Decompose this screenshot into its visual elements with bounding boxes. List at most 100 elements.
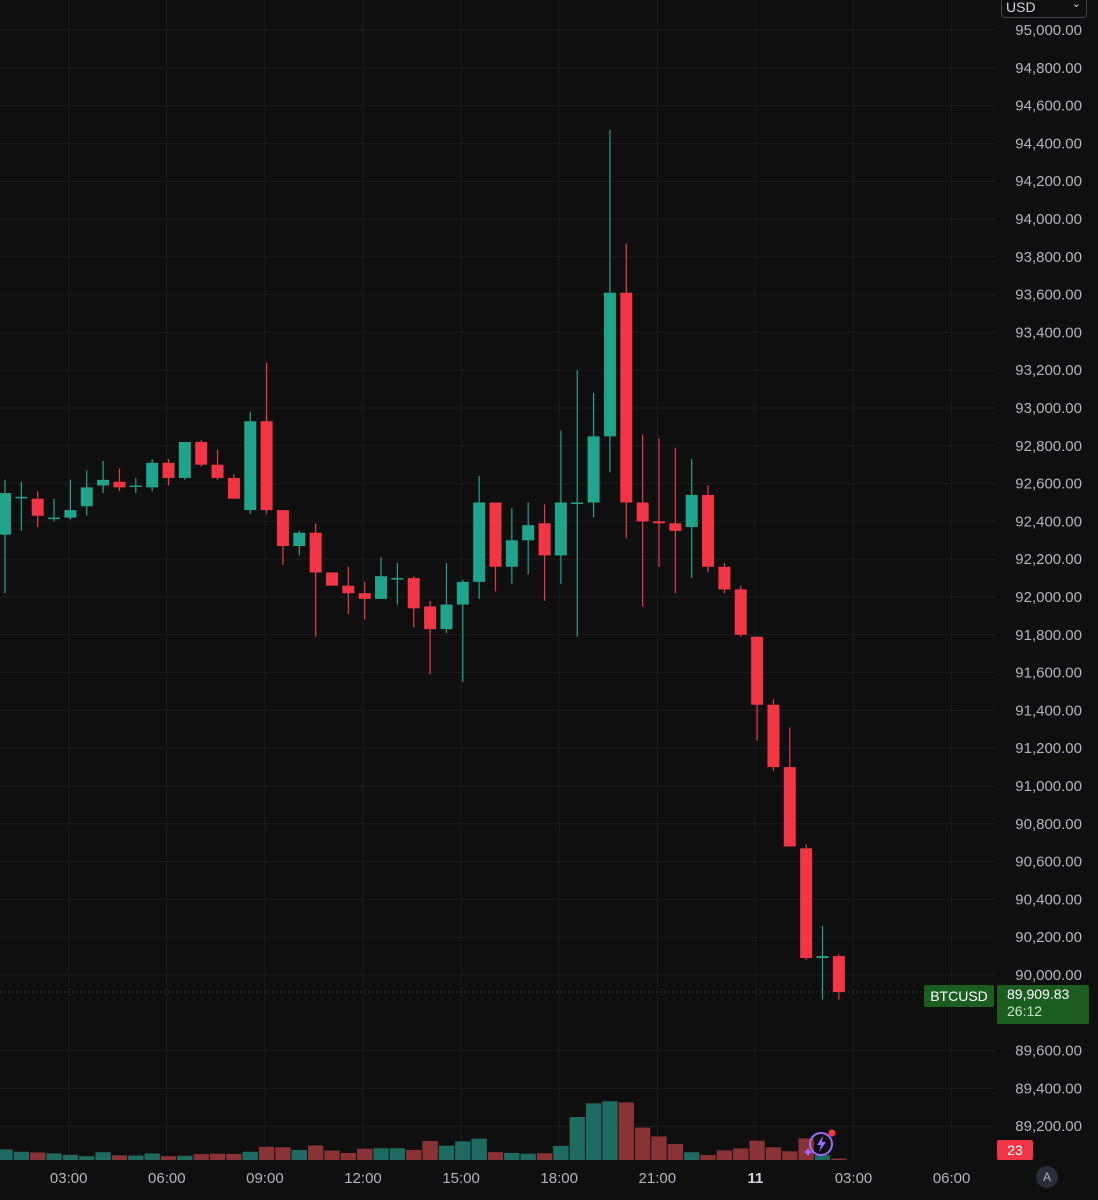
candle-body [375, 576, 388, 599]
candle-body [522, 525, 535, 541]
time-tick-label: 06:00 [933, 1170, 971, 1187]
time-tick-label: 03:00 [50, 1170, 88, 1187]
candle-body [113, 481, 126, 488]
candle-body [734, 589, 747, 635]
volume-bar [504, 1152, 520, 1160]
price-series [0, 130, 845, 1000]
price-axis[interactable]: 95,000.00 94,800.00 94,600.00 94,400.00 94,2… [1015, 22, 1082, 1135]
candle-body [489, 502, 502, 567]
volume-bar [193, 1154, 209, 1160]
candle-body [0, 493, 11, 535]
time-tick-label: 03:00 [835, 1170, 873, 1187]
volume-bar [307, 1145, 324, 1160]
price-tick-label: 93,400.00 [1015, 324, 1082, 341]
candle-body [832, 956, 845, 993]
candle-body [685, 494, 698, 528]
volume-bar [160, 1156, 177, 1160]
price-tick-label: 93,200.00 [1015, 362, 1082, 379]
price-tick-label: 93,000.00 [1015, 400, 1082, 417]
volume-series [0, 1101, 847, 1160]
ai-assistant-icon[interactable] [803, 1127, 839, 1161]
volume-bar [275, 1147, 291, 1160]
last-price-value: 89,909.83 [1007, 986, 1070, 1002]
candle-body [456, 581, 469, 605]
price-tick-label: 94,200.00 [1015, 173, 1082, 190]
auto-scale-button[interactable]: A [1036, 1166, 1058, 1188]
volume-bar [177, 1155, 193, 1160]
price-tick-label: 91,800.00 [1015, 627, 1082, 644]
volume-bar [95, 1152, 111, 1160]
candle-body [571, 502, 584, 504]
candle-body [636, 502, 649, 522]
candle-body [702, 494, 715, 567]
volume-bar [553, 1145, 569, 1160]
volume-bar [536, 1153, 553, 1160]
candle-body [342, 585, 355, 594]
price-tick-label: 91,200.00 [1015, 740, 1082, 757]
candle-body [473, 502, 486, 582]
candle-body [653, 521, 665, 524]
volume-bar [79, 1156, 95, 1160]
price-tick-label: 94,800.00 [1015, 60, 1082, 77]
volume-bar [30, 1152, 46, 1160]
price-tick-label: 90,000.00 [1015, 967, 1082, 984]
symbol-label: BTCUSD [924, 985, 994, 1007]
volume-bar [406, 1149, 422, 1160]
candle-body [783, 767, 796, 847]
volume-bar [128, 1155, 144, 1160]
price-tick-label: 92,400.00 [1015, 513, 1082, 530]
price-tick-label: 93,600.00 [1015, 287, 1082, 304]
price-tick-label: 90,600.00 [1015, 854, 1082, 871]
candle-body [227, 477, 240, 499]
volume-bar [209, 1153, 226, 1160]
candle-body [800, 848, 813, 958]
candle-body [620, 292, 633, 503]
price-tick-label: 92,000.00 [1015, 589, 1082, 606]
price-tick-label: 91,600.00 [1015, 665, 1082, 682]
volume-value-tag: 23 [997, 1140, 1033, 1160]
volume-bar [814, 1155, 831, 1160]
price-tick-label: 94,400.00 [1015, 135, 1082, 152]
last-price-tag: 89,909.83 26:12 [997, 985, 1089, 1024]
volume-bar [684, 1152, 700, 1160]
price-tick-label: 92,200.00 [1015, 551, 1082, 568]
candle-body [146, 462, 159, 488]
candle-body [505, 540, 518, 567]
price-tick-label: 94,600.00 [1015, 98, 1082, 115]
candle-body [718, 566, 731, 590]
volume-bar [651, 1136, 667, 1160]
volume-bar [585, 1103, 602, 1160]
candle-body [31, 498, 44, 516]
time-tick-label: 12:00 [344, 1170, 382, 1187]
time-tick-label: 11 [747, 1170, 763, 1187]
volume-bar [520, 1153, 536, 1160]
price-tick-label: 90,200.00 [1015, 929, 1082, 946]
candle-body [767, 704, 780, 768]
candle-body [751, 636, 764, 705]
candle-body [440, 604, 453, 630]
volume-bar [111, 1155, 128, 1160]
candle-body [64, 510, 77, 518]
price-tick-label: 94,000.00 [1015, 211, 1082, 228]
volume-bar [144, 1153, 160, 1160]
volume-bar [487, 1152, 504, 1160]
volume-bar [0, 1149, 13, 1160]
currency-select[interactable]: USD ⌄ [1001, 0, 1087, 18]
candle-body [326, 572, 338, 586]
volume-bar [765, 1147, 782, 1160]
candle-body [244, 421, 257, 511]
candle-body [669, 523, 682, 531]
candle-body [48, 517, 61, 520]
currency-select-value: USD [1006, 0, 1036, 15]
candle-body [603, 292, 616, 437]
time-axis[interactable]: 03:00 06:00 09:00 12:00 15:00 18:00 21:00 11 03:… [50, 1170, 970, 1187]
volume-bar [357, 1148, 373, 1160]
price-tick-label: 91,400.00 [1015, 702, 1082, 719]
candle-body [309, 532, 322, 573]
time-tick-label: 21:00 [639, 1170, 677, 1187]
volume-bar [749, 1140, 765, 1160]
time-tick-label: 15:00 [442, 1170, 480, 1187]
price-tick-label: 90,800.00 [1015, 816, 1082, 833]
volume-bar [733, 1148, 749, 1160]
